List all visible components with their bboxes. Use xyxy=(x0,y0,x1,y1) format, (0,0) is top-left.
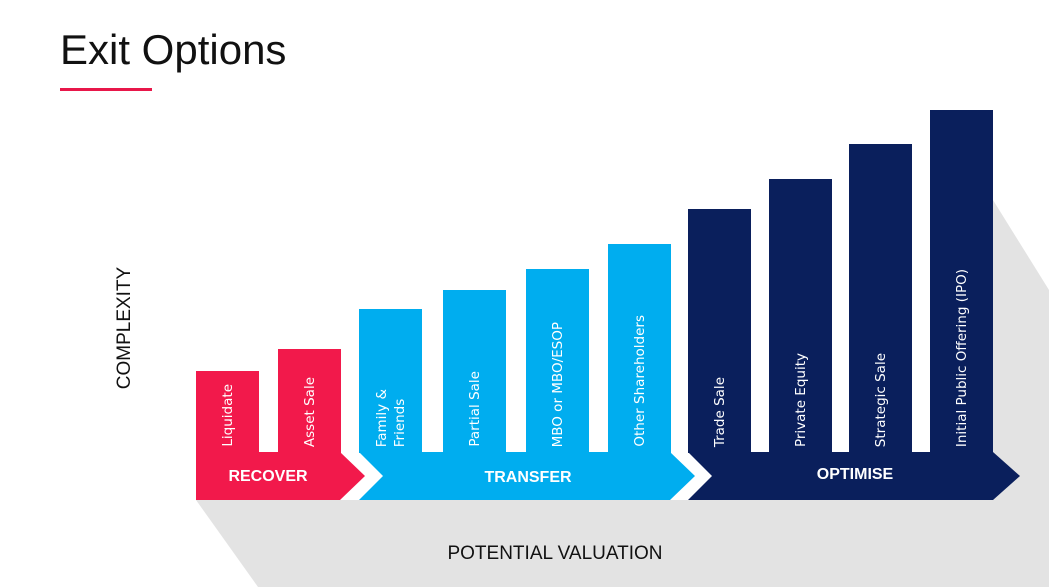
option-text: Private Equity xyxy=(792,353,810,447)
option-bar: Asset Sale xyxy=(278,349,341,453)
option-text: MBO or MBO/ESOP xyxy=(549,322,567,447)
option-text: Initial Public Offering (IPO) xyxy=(953,269,971,447)
option-text: Family & Friends xyxy=(373,389,409,447)
option-line: Trade Sale xyxy=(711,376,728,447)
option-line: Private Equity xyxy=(792,352,809,447)
option-label: MBO or MBO/ESOP xyxy=(526,322,589,447)
option-text: Liquidate xyxy=(219,384,237,447)
transfer-arrow xyxy=(359,452,695,500)
recover-arrow xyxy=(196,452,365,500)
option-line: Partial Sale xyxy=(466,371,483,447)
option-line: Strategic Sale xyxy=(872,352,889,447)
option-label: Liquidate xyxy=(196,384,259,447)
option-bar: Other Shareholders xyxy=(608,244,671,453)
option-text: Asset Sale xyxy=(301,377,319,447)
option-bar: Partial Sale xyxy=(443,290,506,453)
option-line: Family & xyxy=(373,388,390,447)
option-line: Friends xyxy=(391,398,408,447)
option-bar: Trade Sale xyxy=(688,209,751,453)
title-underline xyxy=(60,88,152,91)
option-text: Strategic Sale xyxy=(872,353,890,447)
option-label: Other Shareholders xyxy=(608,315,671,447)
option-label: Trade Sale xyxy=(688,377,751,447)
option-label: Strategic Sale xyxy=(849,353,912,447)
option-label: Partial Sale xyxy=(443,371,506,447)
group-label: TRANSFER xyxy=(484,469,572,486)
group-label: RECOVER xyxy=(228,468,308,485)
option-bar: Liquidate xyxy=(196,371,259,453)
option-label: Family & Friends xyxy=(359,389,422,447)
option-bar: Private Equity xyxy=(769,179,832,453)
option-bar: MBO or MBO/ESOP xyxy=(526,269,589,453)
group-label: OPTIMISE xyxy=(816,466,894,483)
option-line: Initial Public Offering (IPO) xyxy=(953,268,970,447)
option-label: Initial Public Offering (IPO) xyxy=(930,269,993,447)
option-label: Asset Sale xyxy=(278,377,341,447)
option-line: Other Shareholders xyxy=(631,315,648,447)
title: Exit Options xyxy=(60,26,287,73)
shadow xyxy=(196,200,1049,587)
option-line: Asset Sale xyxy=(301,376,318,447)
option-bar: Family & Friends xyxy=(359,309,422,453)
x-axis-label: POTENTIAL VALUATION xyxy=(447,543,663,564)
option-line: MBO or MBO/ESOP xyxy=(549,321,566,447)
option-text: Other Shareholders xyxy=(631,315,649,447)
option-label: Private Equity xyxy=(769,353,832,447)
option-line: Liquidate xyxy=(219,384,236,447)
option-bar: Initial Public Offering (IPO) xyxy=(930,110,993,453)
y-axis-label: COMPLEXITY xyxy=(114,266,135,390)
optimise-arrow xyxy=(688,452,1020,500)
option-text: Partial Sale xyxy=(466,371,484,447)
option-bar: Strategic Sale xyxy=(849,144,912,453)
option-text: Trade Sale xyxy=(711,377,729,447)
